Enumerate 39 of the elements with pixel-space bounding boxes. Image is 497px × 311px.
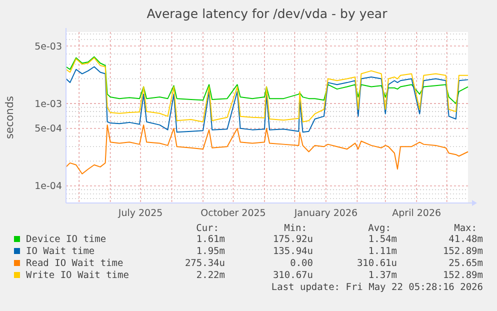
line-series — [66, 57, 468, 122]
text: 1.54m — [368, 234, 398, 245]
text: Min: — [284, 223, 307, 234]
text: 25.65m — [448, 258, 484, 269]
y-tick-label: 1e-03 — [34, 98, 62, 110]
text: 2.22m — [196, 270, 226, 281]
line-series — [66, 56, 468, 104]
x-tick-label: April 2026 — [392, 208, 442, 219]
x-tick-label: January 2026 — [293, 208, 358, 219]
x-tick-label: October 2025 — [200, 208, 266, 219]
text: Max: — [454, 223, 477, 234]
legend-label: Read IO Wait time — [26, 258, 124, 269]
y-tick-label: 5e-04 — [34, 124, 62, 135]
text: 275.34u — [184, 258, 225, 269]
text: 310.61u — [356, 258, 397, 269]
text: 41.48m — [448, 234, 484, 245]
line-series — [66, 124, 468, 174]
text: 1.11m — [368, 246, 398, 257]
text: 1.61m — [196, 234, 226, 245]
y-tick-label: 1e-04 — [34, 181, 62, 192]
x-tick-label: July 2025 — [117, 208, 163, 219]
text: Last update: Fri May 22 05:28:16 2026 — [271, 282, 484, 293]
chart-title: Average latency for /dev/vda - by year — [146, 6, 388, 21]
line-series — [66, 66, 468, 133]
text: 1.95m — [196, 246, 226, 257]
text: Avg: — [368, 223, 391, 234]
text: 1.37m — [368, 270, 398, 281]
y-tick-label: 5e-03 — [34, 41, 62, 52]
legend-label: Device IO time — [26, 234, 106, 245]
legend-label: IO Wait time — [26, 246, 95, 257]
text: 135.94u — [272, 246, 313, 257]
y-axis-title: seconds — [4, 96, 16, 139]
text: 152.89m — [442, 270, 484, 281]
legend-label: Write IO Wait time — [26, 270, 130, 281]
text: 0.00 — [290, 258, 314, 269]
text: 175.92u — [272, 234, 313, 245]
text: Cur: — [196, 223, 219, 234]
text: 310.67u — [272, 270, 313, 281]
text: 152.89m — [442, 246, 484, 257]
